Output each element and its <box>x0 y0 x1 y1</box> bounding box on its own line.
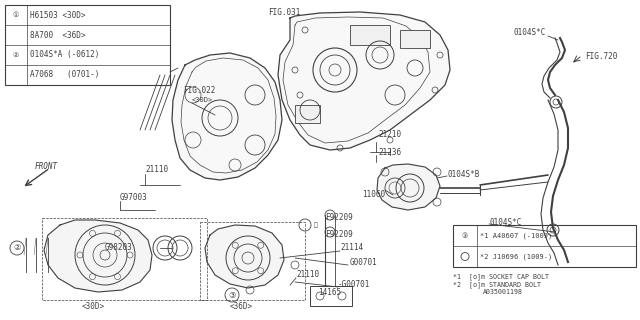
Text: FRONT: FRONT <box>35 162 58 171</box>
Text: 0104S*B: 0104S*B <box>448 170 481 179</box>
Text: <30D>: <30D> <box>192 97 213 103</box>
Polygon shape <box>278 12 450 150</box>
Text: 11060: 11060 <box>362 190 385 199</box>
Text: A7068   (0701-): A7068 (0701-) <box>30 70 99 79</box>
Polygon shape <box>205 225 284 288</box>
Bar <box>42 218 207 300</box>
Bar <box>400 30 430 48</box>
Text: *1  [o]m SOCKET CAP BOLT: *1 [o]m SOCKET CAP BOLT <box>453 273 549 280</box>
Polygon shape <box>172 53 282 180</box>
Text: FIG.720: FIG.720 <box>585 52 618 61</box>
Text: *1 A40607 (-1009): *1 A40607 (-1009) <box>480 232 552 239</box>
Polygon shape <box>377 164 440 210</box>
Bar <box>200 222 305 300</box>
Bar <box>453 225 636 267</box>
Text: FIG.031: FIG.031 <box>268 8 300 17</box>
Text: ①: ① <box>13 12 19 18</box>
Text: G00701: G00701 <box>350 258 378 267</box>
Text: <30D>: <30D> <box>82 302 105 311</box>
Bar <box>310 286 352 306</box>
Bar <box>350 25 390 45</box>
Text: ③: ③ <box>462 233 468 238</box>
Text: G97003: G97003 <box>120 193 148 202</box>
Bar <box>5 5 170 85</box>
Text: *2 J10696 (1009-): *2 J10696 (1009-) <box>480 253 552 260</box>
Text: 0104S*C: 0104S*C <box>490 218 522 227</box>
Text: ③: ③ <box>228 291 236 300</box>
Text: <36D>: <36D> <box>230 302 253 311</box>
Text: F92209: F92209 <box>325 230 353 239</box>
Text: A035001198: A035001198 <box>483 289 523 295</box>
Text: H61503 <30D>: H61503 <30D> <box>30 11 86 20</box>
Text: 21210: 21210 <box>378 130 401 139</box>
Text: F92209: F92209 <box>325 213 353 222</box>
Text: 8A700  <36D>: 8A700 <36D> <box>30 30 86 39</box>
Bar <box>295 105 320 123</box>
Text: 21114: 21114 <box>340 243 363 252</box>
Text: 0104S*C: 0104S*C <box>513 28 545 37</box>
Text: FIG.022: FIG.022 <box>183 86 216 95</box>
Text: 21110: 21110 <box>145 165 168 174</box>
Text: *2  [o]m STANDARD BOLT: *2 [o]m STANDARD BOLT <box>453 281 541 288</box>
Text: ①: ① <box>314 222 317 228</box>
Text: 21236: 21236 <box>378 148 401 157</box>
Text: 0104S*A (-0612): 0104S*A (-0612) <box>30 51 99 60</box>
Text: -G00701: -G00701 <box>338 280 371 289</box>
Polygon shape <box>44 220 152 292</box>
Text: G98203: G98203 <box>105 243 132 252</box>
Text: ②: ② <box>13 52 19 58</box>
Text: 21110: 21110 <box>296 270 319 279</box>
Text: ②: ② <box>13 244 20 252</box>
Text: 14165: 14165 <box>318 288 341 297</box>
